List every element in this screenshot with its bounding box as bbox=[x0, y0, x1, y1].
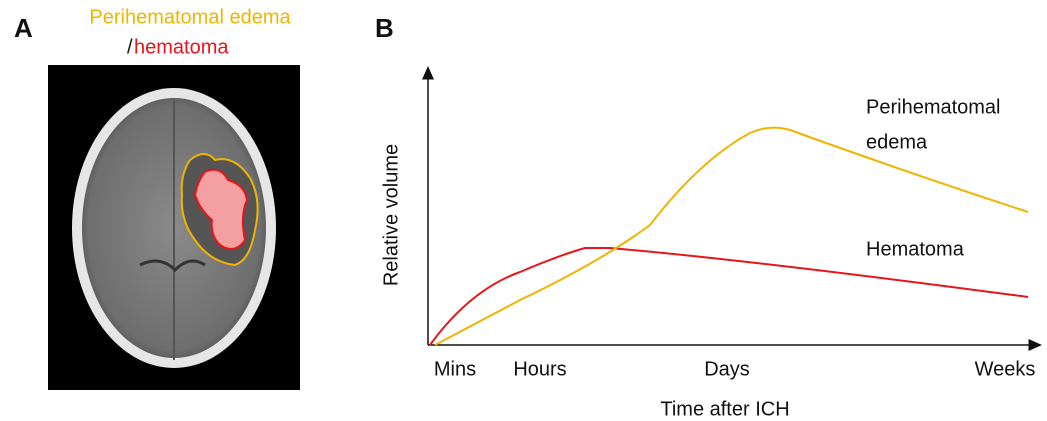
x-tick-label: Days bbox=[704, 358, 750, 380]
panel-title-prefix: / bbox=[127, 36, 133, 58]
curve-label: Perihematomal bbox=[866, 96, 1001, 118]
curve-label: edema bbox=[866, 131, 928, 153]
figure: A Perihematomal edema / hematoma B Relat… bbox=[0, 0, 1047, 421]
curve-label: Hematoma bbox=[866, 238, 965, 260]
panel-label: B bbox=[375, 13, 394, 43]
x-tick-label: Mins bbox=[434, 358, 476, 380]
x-tick-label: Weeks bbox=[975, 358, 1036, 380]
x-axis-label: Time after ICH bbox=[660, 398, 789, 420]
ct-image bbox=[48, 65, 300, 390]
panel-title-red: hematoma bbox=[134, 36, 229, 58]
y-axis-label: Relative volume bbox=[380, 144, 402, 286]
edema-curve bbox=[435, 128, 1028, 345]
panel-label: A bbox=[14, 13, 33, 43]
x-tick-label: Hours bbox=[513, 358, 566, 380]
hematoma-curve bbox=[430, 248, 1028, 345]
panel-title: Perihematomal edema bbox=[89, 6, 291, 28]
